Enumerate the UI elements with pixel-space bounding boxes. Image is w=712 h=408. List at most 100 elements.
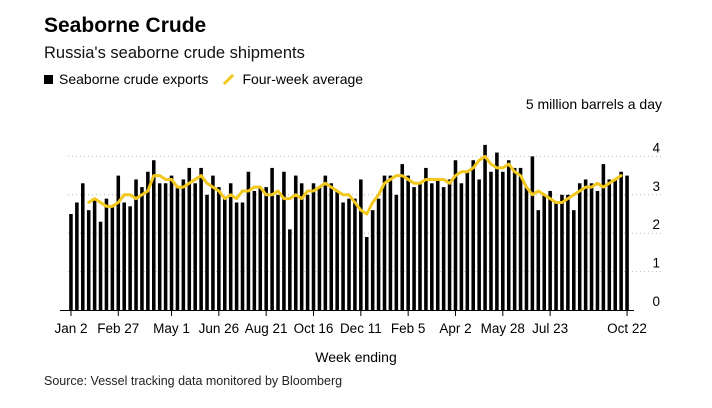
bar <box>495 152 499 310</box>
average-line <box>87 154 623 216</box>
x-tick-label: Apr 2 <box>439 321 471 336</box>
bar <box>589 183 594 310</box>
bar <box>560 194 564 310</box>
legend-label-exports: Seaborne crude exports <box>59 71 209 87</box>
bar <box>382 175 387 310</box>
bar <box>193 183 197 310</box>
bar <box>477 179 481 310</box>
legend-item-exports: Seaborne crude exports <box>44 71 208 87</box>
bar <box>441 187 446 310</box>
bar-swatch-icon <box>44 74 53 84</box>
bar <box>418 183 422 310</box>
average-line-group <box>87 154 623 216</box>
bar <box>69 214 73 310</box>
bar <box>187 167 192 310</box>
bar <box>430 183 434 310</box>
bar <box>81 183 85 310</box>
bar <box>370 210 375 310</box>
bar <box>601 164 606 310</box>
bar <box>483 144 487 310</box>
y-tick-label: 2 <box>652 217 660 232</box>
x-tick-label: Jun 26 <box>199 321 240 336</box>
bar <box>577 183 582 310</box>
bar <box>122 202 126 310</box>
legend-label-average: Four-week average <box>242 71 364 87</box>
chart-subtitle: Russia's seaborne crude shipments <box>44 44 305 62</box>
x-tick-label: Feb 5 <box>391 321 426 336</box>
bar <box>506 160 511 310</box>
x-tick-label: Oct 16 <box>294 321 334 336</box>
bar <box>341 202 345 310</box>
bar <box>311 183 316 310</box>
x-axis-title: Week ending <box>315 349 397 365</box>
bar <box>465 171 470 310</box>
x-tick-label: Oct 22 <box>607 321 647 336</box>
bar <box>542 194 546 310</box>
bar <box>406 175 410 310</box>
bar <box>75 202 79 310</box>
bar <box>152 160 156 310</box>
bar <box>435 179 440 310</box>
bar <box>240 202 245 310</box>
source-note: Source: Vessel tracking data monitored b… <box>44 374 343 388</box>
bar <box>104 198 109 310</box>
bar <box>572 210 576 310</box>
bar <box>394 194 399 310</box>
bar <box>595 190 600 310</box>
bar <box>471 160 476 310</box>
x-tick-label: Aug 21 <box>245 321 288 336</box>
bar <box>270 167 274 310</box>
x-tick-label: Dec 11 <box>340 321 382 336</box>
x-tick-label: May 28 <box>481 321 525 336</box>
bar <box>211 175 215 310</box>
bar <box>364 237 369 310</box>
bar <box>530 156 535 310</box>
bar <box>252 190 257 310</box>
bar <box>376 198 381 310</box>
bar <box>619 171 623 310</box>
bar <box>205 194 209 310</box>
bar <box>536 210 541 310</box>
bar <box>134 179 138 310</box>
x-tick-label: Feb 27 <box>97 321 139 336</box>
bars-group <box>69 144 629 310</box>
bar <box>110 206 115 310</box>
bar <box>554 202 558 310</box>
bar <box>489 171 493 310</box>
bar <box>246 171 251 310</box>
y-tick-label: 0 <box>652 294 660 309</box>
bar <box>512 167 517 310</box>
bar <box>353 198 357 310</box>
bar <box>146 171 150 310</box>
bar <box>501 171 505 310</box>
bar <box>613 179 617 310</box>
bar <box>92 198 97 310</box>
bar <box>388 175 393 310</box>
bar <box>347 198 351 310</box>
bar <box>447 179 452 310</box>
bar <box>305 194 310 310</box>
bar <box>293 175 298 310</box>
y-axis: 0 1 2 3 4 <box>652 140 660 309</box>
bar <box>329 183 334 310</box>
y-axis-unit-label: 5 million barrels a day <box>525 96 662 112</box>
bar <box>181 179 186 310</box>
bar <box>288 229 292 310</box>
legend: Seaborne crude exports Four-week average <box>44 71 377 87</box>
bar <box>98 221 103 310</box>
bar <box>323 175 328 310</box>
legend-item-average: Four-week average <box>222 71 363 87</box>
bar <box>128 206 132 310</box>
x-tick-label: Jan 2 <box>54 321 87 336</box>
bar <box>548 190 552 310</box>
bar <box>276 194 280 310</box>
bar <box>217 187 221 310</box>
bar <box>453 160 458 310</box>
bar <box>116 175 121 310</box>
y-tick-label: 3 <box>652 179 660 194</box>
bar <box>169 175 174 310</box>
bar <box>459 183 464 310</box>
bar <box>359 179 363 310</box>
bar <box>157 183 162 310</box>
